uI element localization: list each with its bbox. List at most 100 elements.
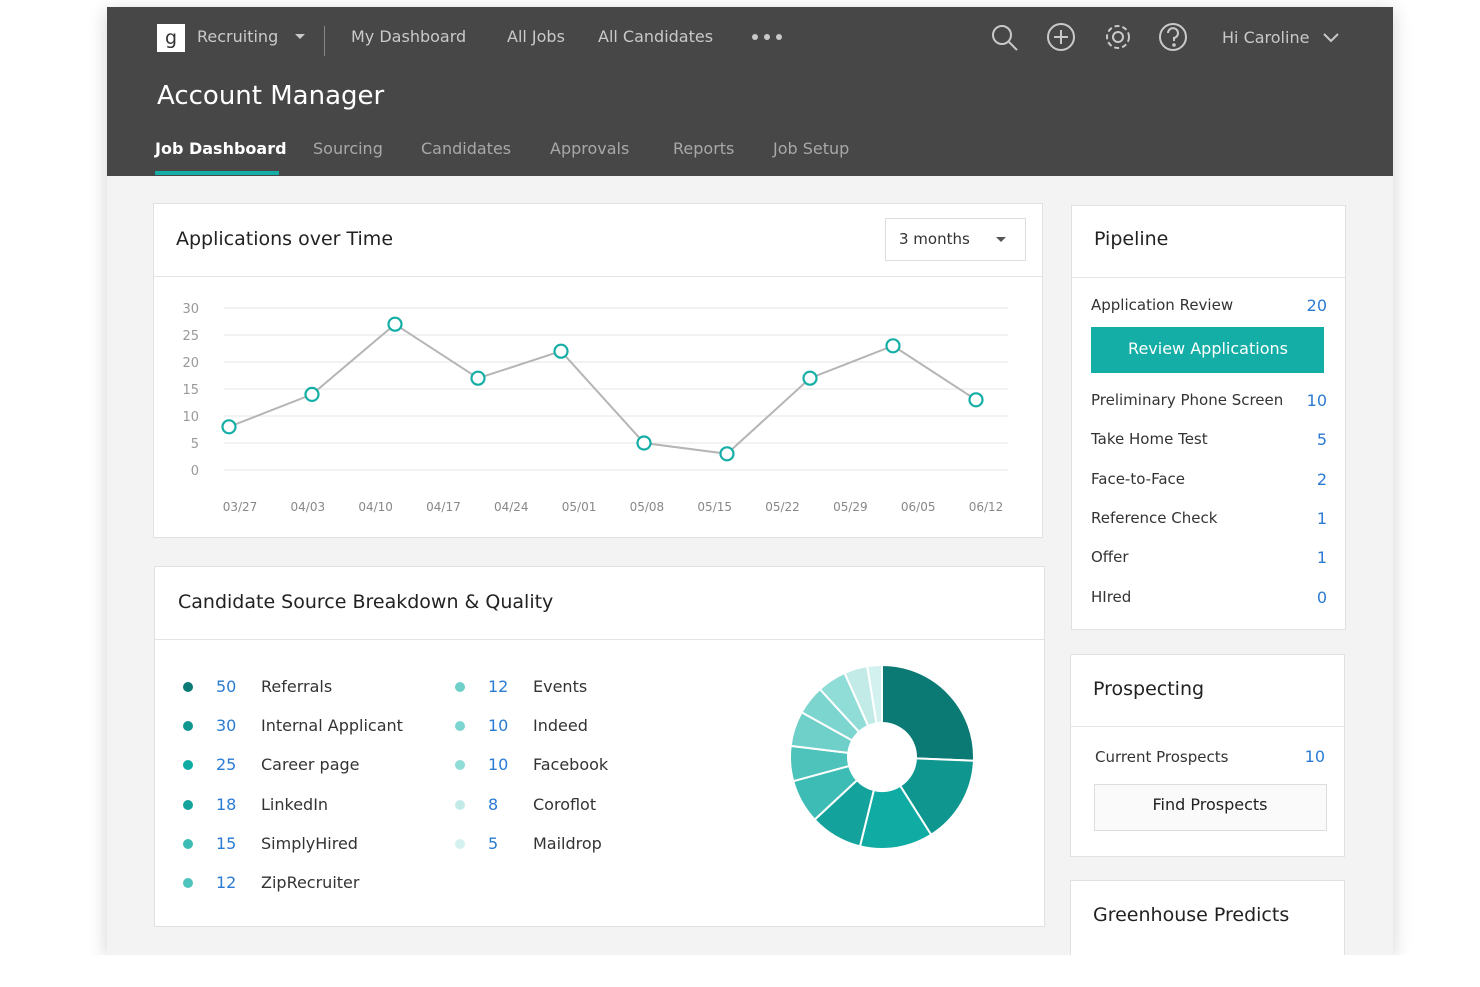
nav-link[interactable]: All Jobs	[507, 27, 565, 46]
y-tick-label: 0	[191, 464, 199, 479]
x-tick-label: 05/22	[765, 500, 800, 514]
nav-link[interactable]: My Dashboard	[351, 27, 467, 46]
donut-chart	[789, 663, 975, 851]
stage-count: 0	[1316, 587, 1327, 607]
tab[interactable]: Job Dashboard	[155, 139, 287, 158]
legend-value: 15	[216, 833, 237, 853]
item-count: 10	[1304, 747, 1325, 766]
x-tick-label: 03/27	[223, 500, 258, 514]
legend-value: 10	[488, 716, 509, 736]
item-name: Current Prospects	[1095, 748, 1229, 766]
x-tick-label: 06/05	[901, 500, 936, 514]
legend-dot	[455, 682, 465, 692]
stage-count: 2	[1316, 469, 1327, 489]
legend-value: 8	[488, 794, 499, 814]
tab[interactable]: Sourcing	[313, 139, 383, 158]
legend-value: 12	[488, 677, 509, 696]
header-icons[interactable]	[988, 22, 1188, 54]
tab[interactable]: Approvals	[550, 139, 630, 158]
legend-dot	[455, 760, 465, 771]
legend-label: Maildrop	[533, 833, 602, 853]
card-title: Prospecting	[1093, 678, 1205, 700]
predicts-card	[1070, 880, 1345, 962]
stage-name: Take Home Test	[1091, 430, 1208, 449]
y-tick-label: 5	[191, 437, 199, 452]
nav-link[interactable]: All Candidates	[598, 27, 714, 46]
legend-dot	[183, 682, 193, 692]
y-tick-label: 10	[182, 410, 199, 425]
point	[387, 316, 403, 332]
legend-dot	[183, 799, 193, 810]
button[interactable]	[1091, 327, 1324, 373]
y-tick-label: 15	[182, 383, 199, 398]
legend-label: Events	[533, 677, 588, 696]
x-tick-label: 04/10	[358, 500, 393, 514]
point	[636, 435, 652, 451]
stage-count: 20	[1306, 296, 1327, 315]
legend-label: Career page	[261, 755, 360, 775]
line-series	[228, 322, 977, 455]
button-label[interactable]: Review Applications	[1128, 339, 1288, 358]
line-chart: 0 5 10 15 20 25 30 03/27 04/03 04/10 04/17 04/24 05/…	[182, 302, 1008, 514]
legend-dot	[183, 838, 193, 849]
tab[interactable]: Reports	[673, 139, 735, 158]
point	[719, 446, 735, 462]
stage-count: 1	[1316, 508, 1327, 528]
card-header	[1072, 206, 1345, 278]
range-label: 3 months	[899, 230, 970, 248]
stage-count: 1	[1316, 548, 1327, 568]
logo[interactable]: g	[164, 27, 178, 49]
point	[470, 370, 486, 386]
point	[968, 392, 984, 408]
card-header	[1071, 655, 1344, 727]
y-tick-label: 30	[182, 302, 199, 317]
point	[304, 386, 320, 403]
stage-name: Offer	[1091, 548, 1129, 567]
legend-value: 5	[488, 833, 499, 853]
slice	[866, 663, 883, 725]
stage-name: Preliminary Phone Screen	[1091, 391, 1284, 409]
legend-label: Indeed	[533, 716, 588, 736]
y-tick-label: 20	[182, 356, 199, 371]
app-switcher[interactable]: Recruiting	[197, 27, 279, 46]
point	[802, 370, 818, 386]
more-menu[interactable]	[750, 32, 786, 42]
x-tick-label: 05/08	[630, 500, 665, 514]
legend-dot	[183, 878, 193, 888]
point	[553, 343, 569, 359]
point	[885, 338, 901, 354]
legend-label: Facebook	[533, 755, 609, 775]
legend-dot	[455, 799, 465, 810]
active-tab-indicator	[155, 171, 279, 175]
tab[interactable]: Candidates	[421, 139, 512, 158]
card-title: Pipeline	[1094, 228, 1169, 250]
x-tick-label: 04/03	[291, 500, 326, 514]
legend-dot	[455, 721, 465, 732]
card-title: Applications over Time	[176, 228, 394, 250]
page-title: Account Manager	[157, 81, 385, 111]
legend-value: 18	[216, 794, 237, 814]
pipeline-card	[1071, 205, 1346, 630]
legend-dot	[455, 838, 465, 849]
stage-name: Application Review	[1091, 296, 1234, 314]
slice	[898, 757, 975, 837]
legend-label: SimplyHired	[261, 833, 358, 853]
logo-box[interactable]	[157, 24, 185, 52]
slice	[881, 663, 975, 762]
caret	[996, 237, 1006, 242]
x-tick-label: 04/17	[426, 500, 461, 514]
user-caret	[1323, 33, 1339, 43]
stage-count: 5	[1316, 430, 1327, 450]
point	[221, 419, 237, 435]
stage-count: 10	[1306, 391, 1327, 410]
x-tick-label: 05/01	[562, 500, 597, 514]
legend-value: 25	[216, 755, 237, 775]
button-label[interactable]: Find Prospects	[1152, 795, 1268, 814]
button[interactable]	[1094, 784, 1327, 831]
tab[interactable]: Job Setup	[773, 139, 850, 158]
header	[107, 7, 1393, 176]
x-tick-label: 06/12	[969, 500, 1004, 514]
x-tick-label: 05/29	[833, 500, 868, 514]
user-menu[interactable]: Hi Caroline	[1222, 28, 1310, 47]
x-tick-label: 05/15	[697, 500, 732, 514]
